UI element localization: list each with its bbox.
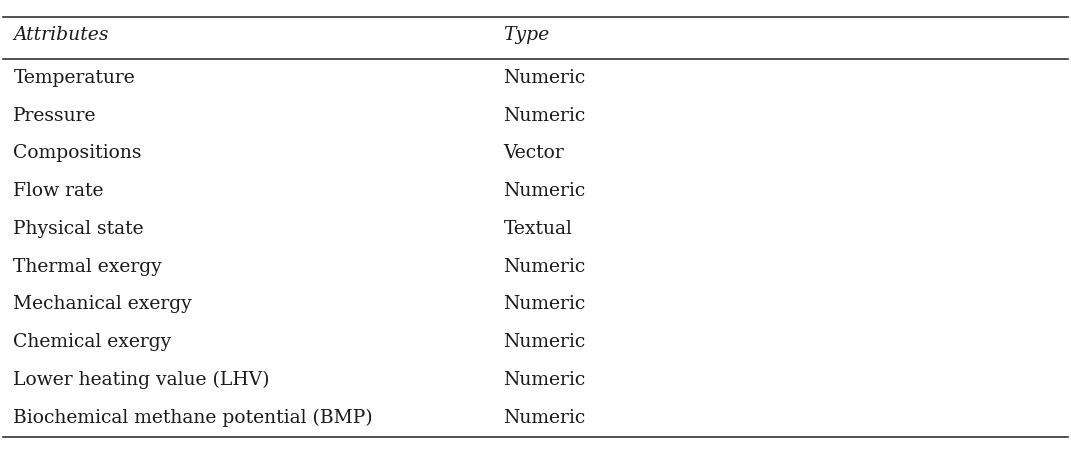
Text: Attributes: Attributes: [14, 26, 109, 44]
Text: Mechanical exergy: Mechanical exergy: [14, 295, 192, 313]
Text: Numeric: Numeric: [503, 371, 586, 389]
Text: Compositions: Compositions: [14, 144, 142, 163]
Text: Flow rate: Flow rate: [14, 182, 104, 200]
Text: Numeric: Numeric: [503, 333, 586, 351]
Text: Physical state: Physical state: [14, 220, 145, 238]
Text: Pressure: Pressure: [14, 106, 97, 125]
Text: Numeric: Numeric: [503, 295, 586, 313]
Text: Vector: Vector: [503, 144, 564, 163]
Text: Lower heating value (LHV): Lower heating value (LHV): [14, 371, 270, 389]
Text: Biochemical methane potential (BMP): Biochemical methane potential (BMP): [14, 409, 373, 427]
Text: Numeric: Numeric: [503, 182, 586, 200]
Text: Numeric: Numeric: [503, 409, 586, 427]
Text: Numeric: Numeric: [503, 69, 586, 87]
Text: Chemical exergy: Chemical exergy: [14, 333, 171, 351]
Text: Thermal exergy: Thermal exergy: [14, 258, 162, 275]
Text: Numeric: Numeric: [503, 106, 586, 125]
Text: Temperature: Temperature: [14, 69, 135, 87]
Text: Textual: Textual: [503, 220, 572, 238]
Text: Numeric: Numeric: [503, 258, 586, 275]
Text: Type: Type: [503, 26, 549, 44]
